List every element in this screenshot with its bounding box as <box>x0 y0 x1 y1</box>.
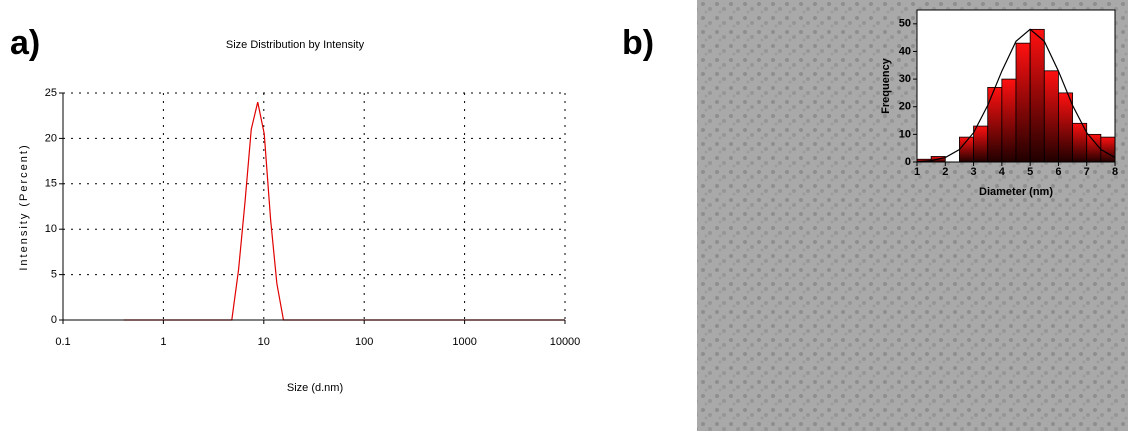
data-line <box>123 101 565 321</box>
y-tick-label: 20 <box>899 101 911 113</box>
y-tick-label: 0 <box>905 156 911 168</box>
x-tick-label: 8 <box>1112 166 1118 178</box>
panel-label: b) <box>622 24 654 62</box>
x-tick-label: 1 <box>914 166 920 178</box>
histogram-bar <box>973 125 989 163</box>
histogram-bar <box>1001 78 1017 163</box>
x-tick-label: 1 <box>160 336 166 348</box>
x-tick-label: 100 <box>355 336 373 348</box>
x-tick-label: 1000 <box>452 336 476 348</box>
x-axis-label: Size (d.nm) <box>287 382 343 394</box>
x-tick-label: 3 <box>971 166 977 178</box>
y-tick-label: 0 <box>51 314 57 326</box>
fit-curve <box>916 28 1116 163</box>
histogram-bar <box>1058 92 1073 163</box>
y-tick-label: 25 <box>45 87 57 99</box>
y-tick-label: 50 <box>899 18 911 30</box>
histogram-bar <box>987 86 1003 163</box>
x-tick-label: 6 <box>1055 166 1061 178</box>
x-tick-label: 7 <box>1084 166 1090 178</box>
x-tick-label: 10 <box>258 336 270 348</box>
x-tick-label: 2 <box>942 166 948 178</box>
x-tick-label: 10000 <box>550 336 581 348</box>
y-tick-label: 30 <box>899 73 911 85</box>
y-axis-label: Intensity (Percent) <box>18 143 30 270</box>
y-tick-label: 10 <box>899 128 911 140</box>
y-tick-label: 20 <box>45 132 57 144</box>
x-tick-label: 0.1 <box>55 336 70 348</box>
y-tick-label: 5 <box>51 269 57 281</box>
histogram-bar <box>1100 136 1116 163</box>
x-tick-label: 5 <box>1027 166 1033 178</box>
y-tick-label: 40 <box>899 45 911 57</box>
x-tick-label: 4 <box>999 166 1006 178</box>
histogram-bar <box>1015 42 1031 163</box>
y-tick-label: 10 <box>45 223 57 235</box>
plot-frame <box>63 93 565 320</box>
histogram-bar <box>1086 133 1102 163</box>
y-axis-label: Frequency <box>880 57 892 114</box>
histogram-bar <box>1043 70 1059 163</box>
chart-title: Size Distribution by Intensity <box>226 39 365 51</box>
histogram-bar <box>1029 28 1045 163</box>
panel-label: a) <box>10 24 40 62</box>
y-tick-label: 15 <box>45 178 57 190</box>
x-axis-label: Diameter (nm) <box>979 186 1053 198</box>
